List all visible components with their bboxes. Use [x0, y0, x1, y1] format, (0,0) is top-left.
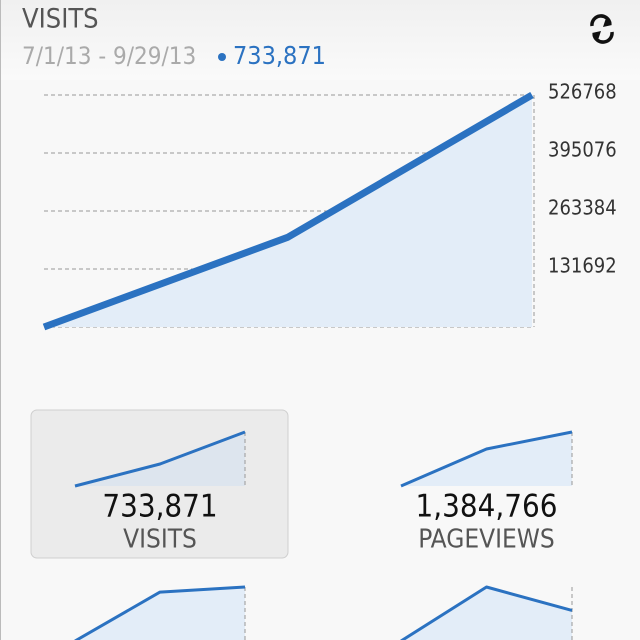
area — [402, 587, 572, 640]
y-tick-label: 526768 — [548, 80, 617, 104]
date-range: 7/1/13 - 9/29/13 — [22, 42, 196, 70]
line — [74, 430, 246, 488]
area — [44, 95, 532, 327]
metric-value: 733,871 — [102, 489, 217, 525]
line — [400, 430, 573, 488]
metric-value: 1,384,766 — [416, 489, 558, 525]
y-tick-label: 395076 — [548, 138, 617, 162]
area — [401, 432, 572, 486]
line — [74, 585, 246, 640]
metric-label: VISITS — [123, 525, 197, 555]
line — [400, 585, 573, 640]
area — [75, 432, 245, 486]
refresh-button[interactable] — [590, 14, 614, 44]
area — [76, 587, 245, 640]
title: VISITS — [22, 4, 99, 35]
metric-label: PAGEVIEWS — [418, 525, 555, 555]
y-tick-label: 263384 — [548, 196, 617, 220]
series-dot — [218, 53, 226, 61]
header-bg — [0, 0, 640, 80]
y-tick-label: 131692 — [548, 254, 617, 278]
line — [42, 91, 534, 331]
total: 733,871 — [233, 41, 326, 70]
